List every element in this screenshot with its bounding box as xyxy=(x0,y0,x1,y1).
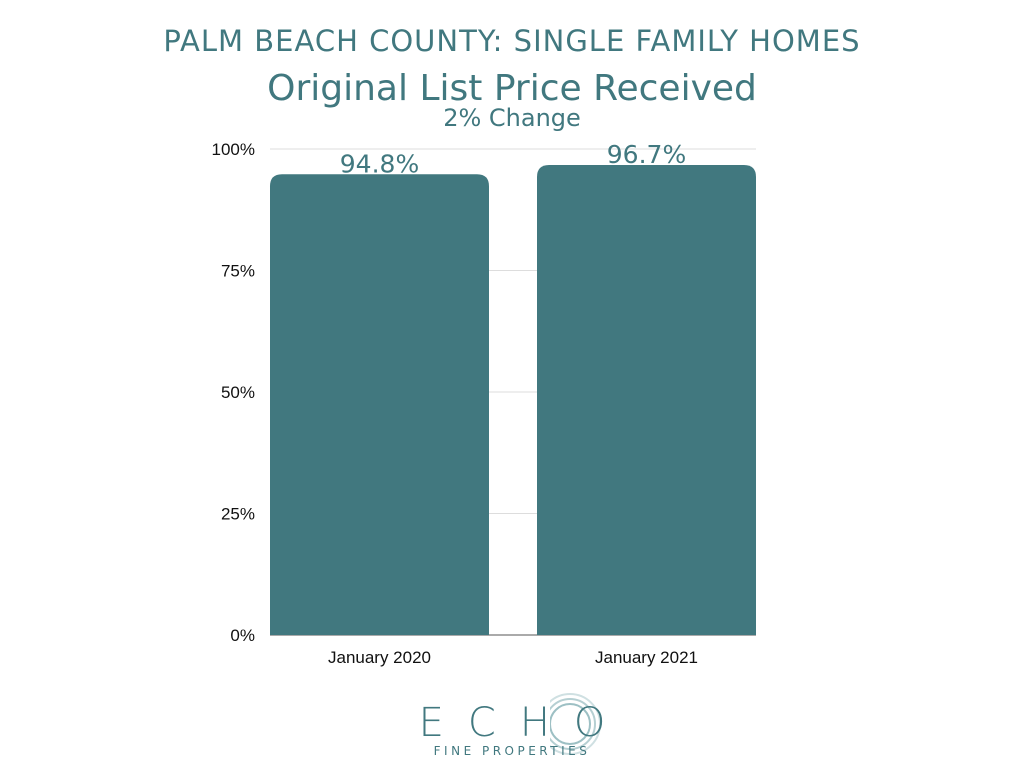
y-tick-label: 25% xyxy=(221,505,255,524)
y-tick-label: 0% xyxy=(230,626,255,645)
logo-tagline: FINE PROPERTIES xyxy=(433,744,591,758)
bar-chart: 0% 25% 50% 75% 100% 94.8% January 2020 96.7% Jan… xyxy=(212,140,756,667)
labels: 0% 25% 50% 75% 100% 94.8% January 2020 96.7% Jan… xyxy=(212,140,699,667)
logo-rings-icon xyxy=(550,693,601,755)
y-tick-label: 100% xyxy=(212,140,255,159)
bar-2 xyxy=(537,165,756,635)
logo-wordmark: ECHO xyxy=(418,700,630,746)
y-tick-label: 50% xyxy=(221,383,255,402)
chart-title: Original List Price Received xyxy=(267,68,757,109)
y-tick-label: 75% xyxy=(221,262,255,281)
chart-subtitle: 2% Change xyxy=(443,104,581,132)
bar-value-label: 96.7% xyxy=(607,140,686,169)
bar-1 xyxy=(270,174,489,635)
echo-logo: ECHO FINE PROPERTIES xyxy=(380,686,644,768)
x-category-label: January 2021 xyxy=(595,648,698,667)
bar-value-label: 94.8% xyxy=(340,149,419,178)
x-category-label: January 2020 xyxy=(328,648,431,667)
bars xyxy=(270,165,756,635)
chart-heading: PALM BEACH COUNTY: SINGLE FAMILY HOMES xyxy=(163,24,861,58)
